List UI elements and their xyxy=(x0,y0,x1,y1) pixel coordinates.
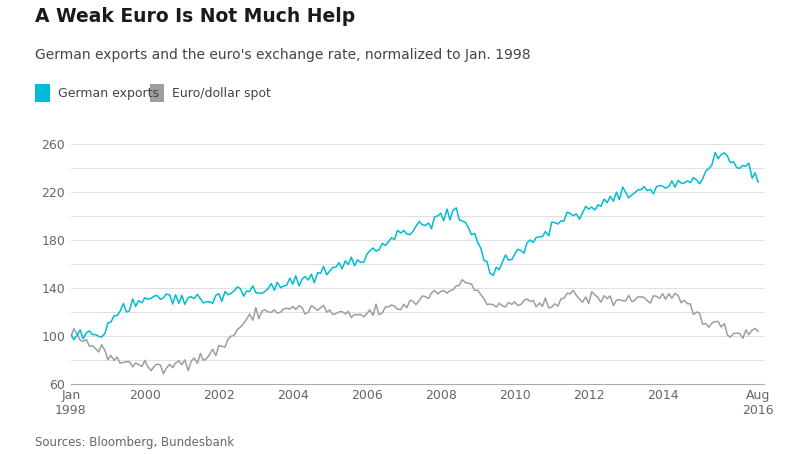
Text: Sources: Bloomberg, Bundesbank: Sources: Bloomberg, Bundesbank xyxy=(35,436,235,449)
Text: German exports and the euro's exchange rate, normalized to Jan. 1998: German exports and the euro's exchange r… xyxy=(35,48,531,62)
Text: German exports: German exports xyxy=(58,87,158,99)
Text: Euro/dollar spot: Euro/dollar spot xyxy=(172,87,270,99)
Text: A Weak Euro Is Not Much Help: A Weak Euro Is Not Much Help xyxy=(35,7,355,26)
